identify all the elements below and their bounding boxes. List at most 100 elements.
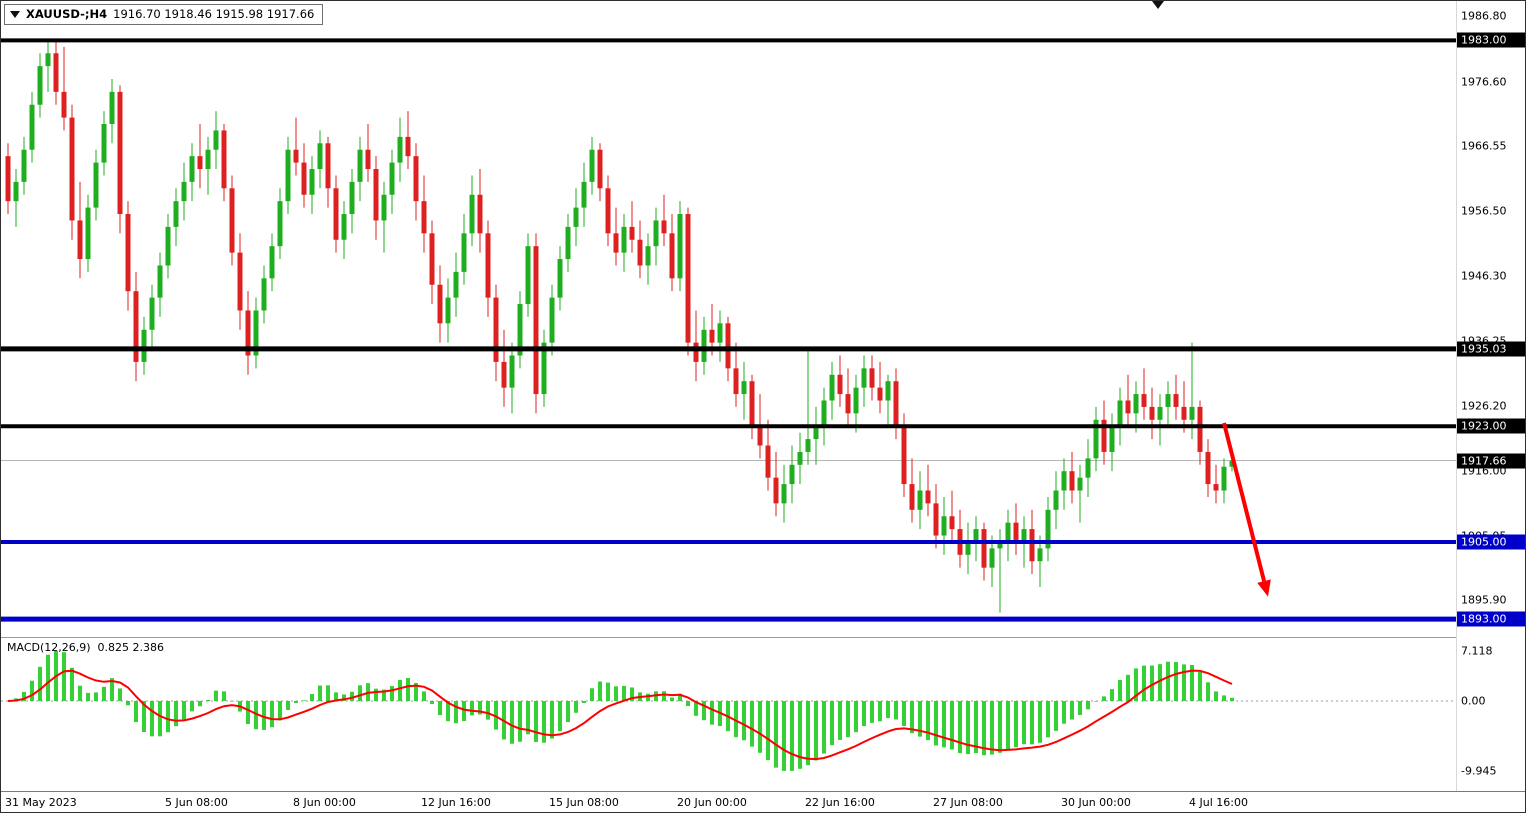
candle-body — [837, 374, 843, 395]
macd-histogram-bar — [1158, 664, 1162, 701]
candle-body — [509, 355, 515, 388]
candle-body — [469, 194, 475, 234]
candle-body — [301, 162, 307, 195]
macd-histogram-bar — [790, 701, 794, 771]
macd-histogram-bar — [870, 701, 874, 723]
candle-body — [173, 201, 179, 227]
candle-body — [397, 136, 403, 163]
macd-histogram-bar — [350, 691, 354, 701]
macd-histogram-bar — [814, 701, 818, 761]
macd-histogram-bar — [150, 701, 154, 737]
chart-shift-marker-icon[interactable] — [1152, 1, 1164, 9]
candle-body — [205, 149, 211, 170]
candle-body — [1141, 394, 1147, 407]
candle-body — [1013, 522, 1019, 542]
macd-histogram-bar — [678, 693, 682, 701]
macd-histogram-bar — [358, 685, 362, 701]
candle-body — [517, 304, 523, 356]
macd-histogram-bar — [998, 701, 1002, 753]
candle-body — [765, 445, 771, 478]
candle-body — [1157, 406, 1163, 420]
macd-histogram-bar — [254, 701, 258, 730]
chart-canvas[interactable] — [1, 1, 1526, 791]
macd-histogram-bar — [534, 701, 538, 743]
macd-histogram-bar — [990, 701, 994, 755]
macd-histogram-bar — [1142, 665, 1146, 701]
macd-histogram-bar — [734, 701, 738, 738]
candle-body — [821, 400, 827, 427]
macd-histogram-bar — [190, 701, 194, 712]
macd-histogram-bar — [286, 701, 290, 711]
macd-histogram-bar — [62, 652, 66, 701]
candle-body — [645, 246, 651, 266]
macd-name-label: MACD(12,26,9) — [7, 641, 91, 654]
candle-body — [1029, 529, 1035, 562]
candle-body — [1125, 400, 1131, 414]
candle-body — [21, 149, 27, 182]
candle-body — [549, 297, 555, 343]
macd-histogram-bar — [750, 701, 754, 747]
trend-arrow-head[interactable] — [1257, 579, 1271, 597]
candle-body — [941, 516, 947, 536]
candle-body — [717, 323, 723, 343]
candle-body — [381, 194, 387, 221]
macd-histogram-bar — [1038, 701, 1042, 743]
macd-histogram-bar — [494, 701, 498, 730]
macd-histogram-bar — [838, 701, 842, 740]
price-tick-label: 1976.60 — [1461, 75, 1507, 89]
candle-body — [573, 207, 579, 227]
macd-histogram-bar — [550, 701, 554, 739]
expand-arrow-icon[interactable] — [10, 10, 20, 18]
candle-body — [1045, 509, 1051, 549]
price-axis[interactable]: 1986.801976.601966.551956.501946.301936.… — [1456, 1, 1525, 791]
macd-histogram-bar — [414, 682, 418, 701]
candle-body — [181, 181, 187, 202]
macd-histogram-bar — [1222, 695, 1226, 701]
macd-histogram-bar — [206, 700, 210, 701]
macd-histogram-bar — [6, 701, 10, 702]
candle-body — [341, 214, 347, 240]
candle-body — [1101, 419, 1107, 452]
candle-body — [525, 246, 531, 305]
macd-histogram-bar — [302, 700, 306, 701]
macd-histogram-bar — [566, 701, 570, 723]
candle-body — [669, 233, 675, 279]
macd-histogram-bar — [518, 701, 522, 742]
macd-histogram-bar — [1086, 701, 1090, 710]
candle-body — [45, 53, 51, 67]
candle-body — [157, 265, 163, 298]
candle-body — [365, 149, 371, 170]
candle-body — [1037, 548, 1043, 562]
macd-histogram-bar — [806, 701, 810, 766]
price-badge: 1893.00 — [1457, 611, 1525, 627]
candle-body — [1069, 471, 1075, 491]
time-axis[interactable]: 31 May 2023 5 Jun 08:00 8 Jun 00:00 12 Jun … — [1, 791, 1525, 812]
macd-histogram-bar — [1046, 701, 1050, 738]
candle-body — [725, 323, 731, 369]
candle-body — [1221, 466, 1227, 491]
candle-body — [661, 220, 667, 234]
trend-arrow[interactable] — [1222, 422, 1267, 582]
candle-body — [541, 342, 547, 395]
candle-body — [589, 149, 595, 182]
candle-body — [117, 91, 123, 215]
symbol-info-box: XAUUSD-;H4 1916.70 1918.46 1915.98 1917.… — [4, 4, 324, 25]
macd-histogram-bar — [294, 701, 298, 704]
candle-body — [53, 53, 59, 92]
candle-body — [501, 361, 507, 388]
macd-histogram-bar — [774, 701, 778, 768]
macd-histogram-bar — [1174, 661, 1178, 701]
macd-histogram-bar — [822, 701, 826, 754]
candle-body — [885, 381, 891, 401]
macd-axis-label: 7.118 — [1461, 644, 1493, 658]
candle-body — [1077, 477, 1083, 491]
macd-histogram-bar — [582, 701, 586, 703]
candle-body — [13, 181, 19, 202]
macd-histogram-bar — [94, 692, 98, 701]
macd-histogram-bar — [1118, 679, 1122, 701]
time-label: 27 Jun 08:00 — [933, 796, 1003, 809]
macd-histogram-bar — [894, 701, 898, 720]
candle-body — [1061, 471, 1067, 491]
macd-histogram-bar — [854, 701, 858, 733]
macd-histogram-bar — [1150, 665, 1154, 701]
